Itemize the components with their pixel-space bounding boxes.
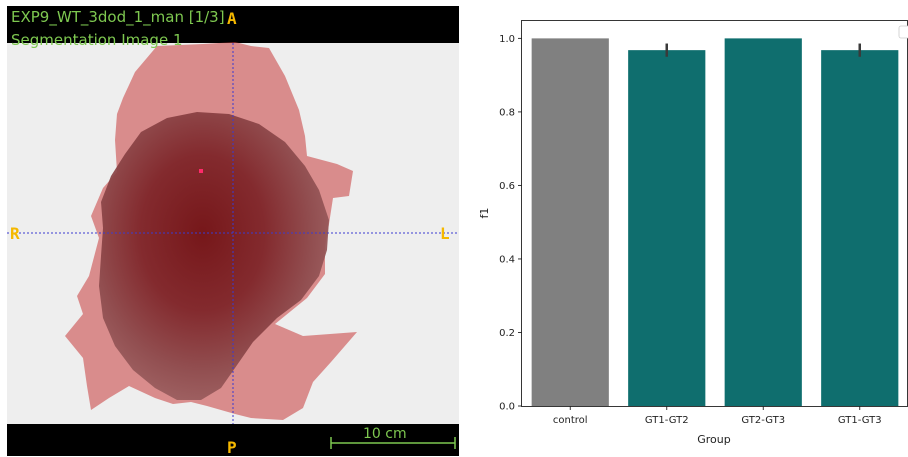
f1-bar-chart: 0.0 0.2 0.4 0.6 0.8 1.0 control GT1-GT2 GT2-GT3…	[462, 0, 908, 457]
x-axis: control GT1-GT2 GT2-GT3 GT1-GT3	[553, 406, 882, 426]
x-tick-label: control	[553, 415, 588, 426]
image-subtitle: Segmentation Image 1	[11, 31, 183, 49]
orientation-left: L	[440, 224, 450, 243]
segmentation-viewer[interactable]: EXP9_WT_3dod_1_man [1/3] Segmentation Im…	[7, 6, 459, 456]
y-tick-label: 1.0	[499, 34, 515, 45]
scale-bar-label: 10 cm	[363, 426, 407, 442]
error-bars-layer	[665, 43, 861, 57]
x-axis-label: Group	[697, 433, 731, 446]
bar-gt1-gt2	[628, 50, 706, 406]
orientation-right: R	[10, 224, 20, 243]
tissue-region	[99, 112, 329, 400]
chart-canvas: 0.0 0.2 0.4 0.6 0.8 1.0 control GT1-GT2 GT2-GT3…	[478, 20, 908, 446]
y-axis: 0.0 0.2 0.4 0.6 0.8 1.0	[499, 34, 522, 413]
orientation-posterior: P	[227, 438, 237, 456]
bar-gt1-gt3	[821, 50, 899, 406]
viewer-canvas[interactable]	[7, 6, 459, 456]
image-title: EXP9_WT_3dod_1_man [1/3]	[11, 8, 225, 26]
bar-control	[531, 38, 609, 406]
cursor-marker	[199, 169, 203, 173]
y-tick-label: 0.8	[499, 107, 515, 118]
y-tick-label: 0.0	[499, 402, 515, 413]
orientation-anterior: A	[227, 9, 237, 28]
y-axis-label: f1	[478, 208, 491, 219]
x-tick-label: GT2-GT3	[741, 415, 785, 426]
bar-gt2-gt3	[724, 38, 802, 406]
x-tick-label: GT1-GT2	[645, 415, 689, 426]
legend-box	[898, 25, 908, 39]
y-tick-label: 0.2	[499, 328, 515, 339]
x-tick-label: GT1-GT3	[838, 415, 882, 426]
y-tick-label: 0.6	[499, 181, 515, 192]
y-tick-label: 0.4	[499, 254, 515, 265]
bars-layer	[531, 38, 899, 406]
